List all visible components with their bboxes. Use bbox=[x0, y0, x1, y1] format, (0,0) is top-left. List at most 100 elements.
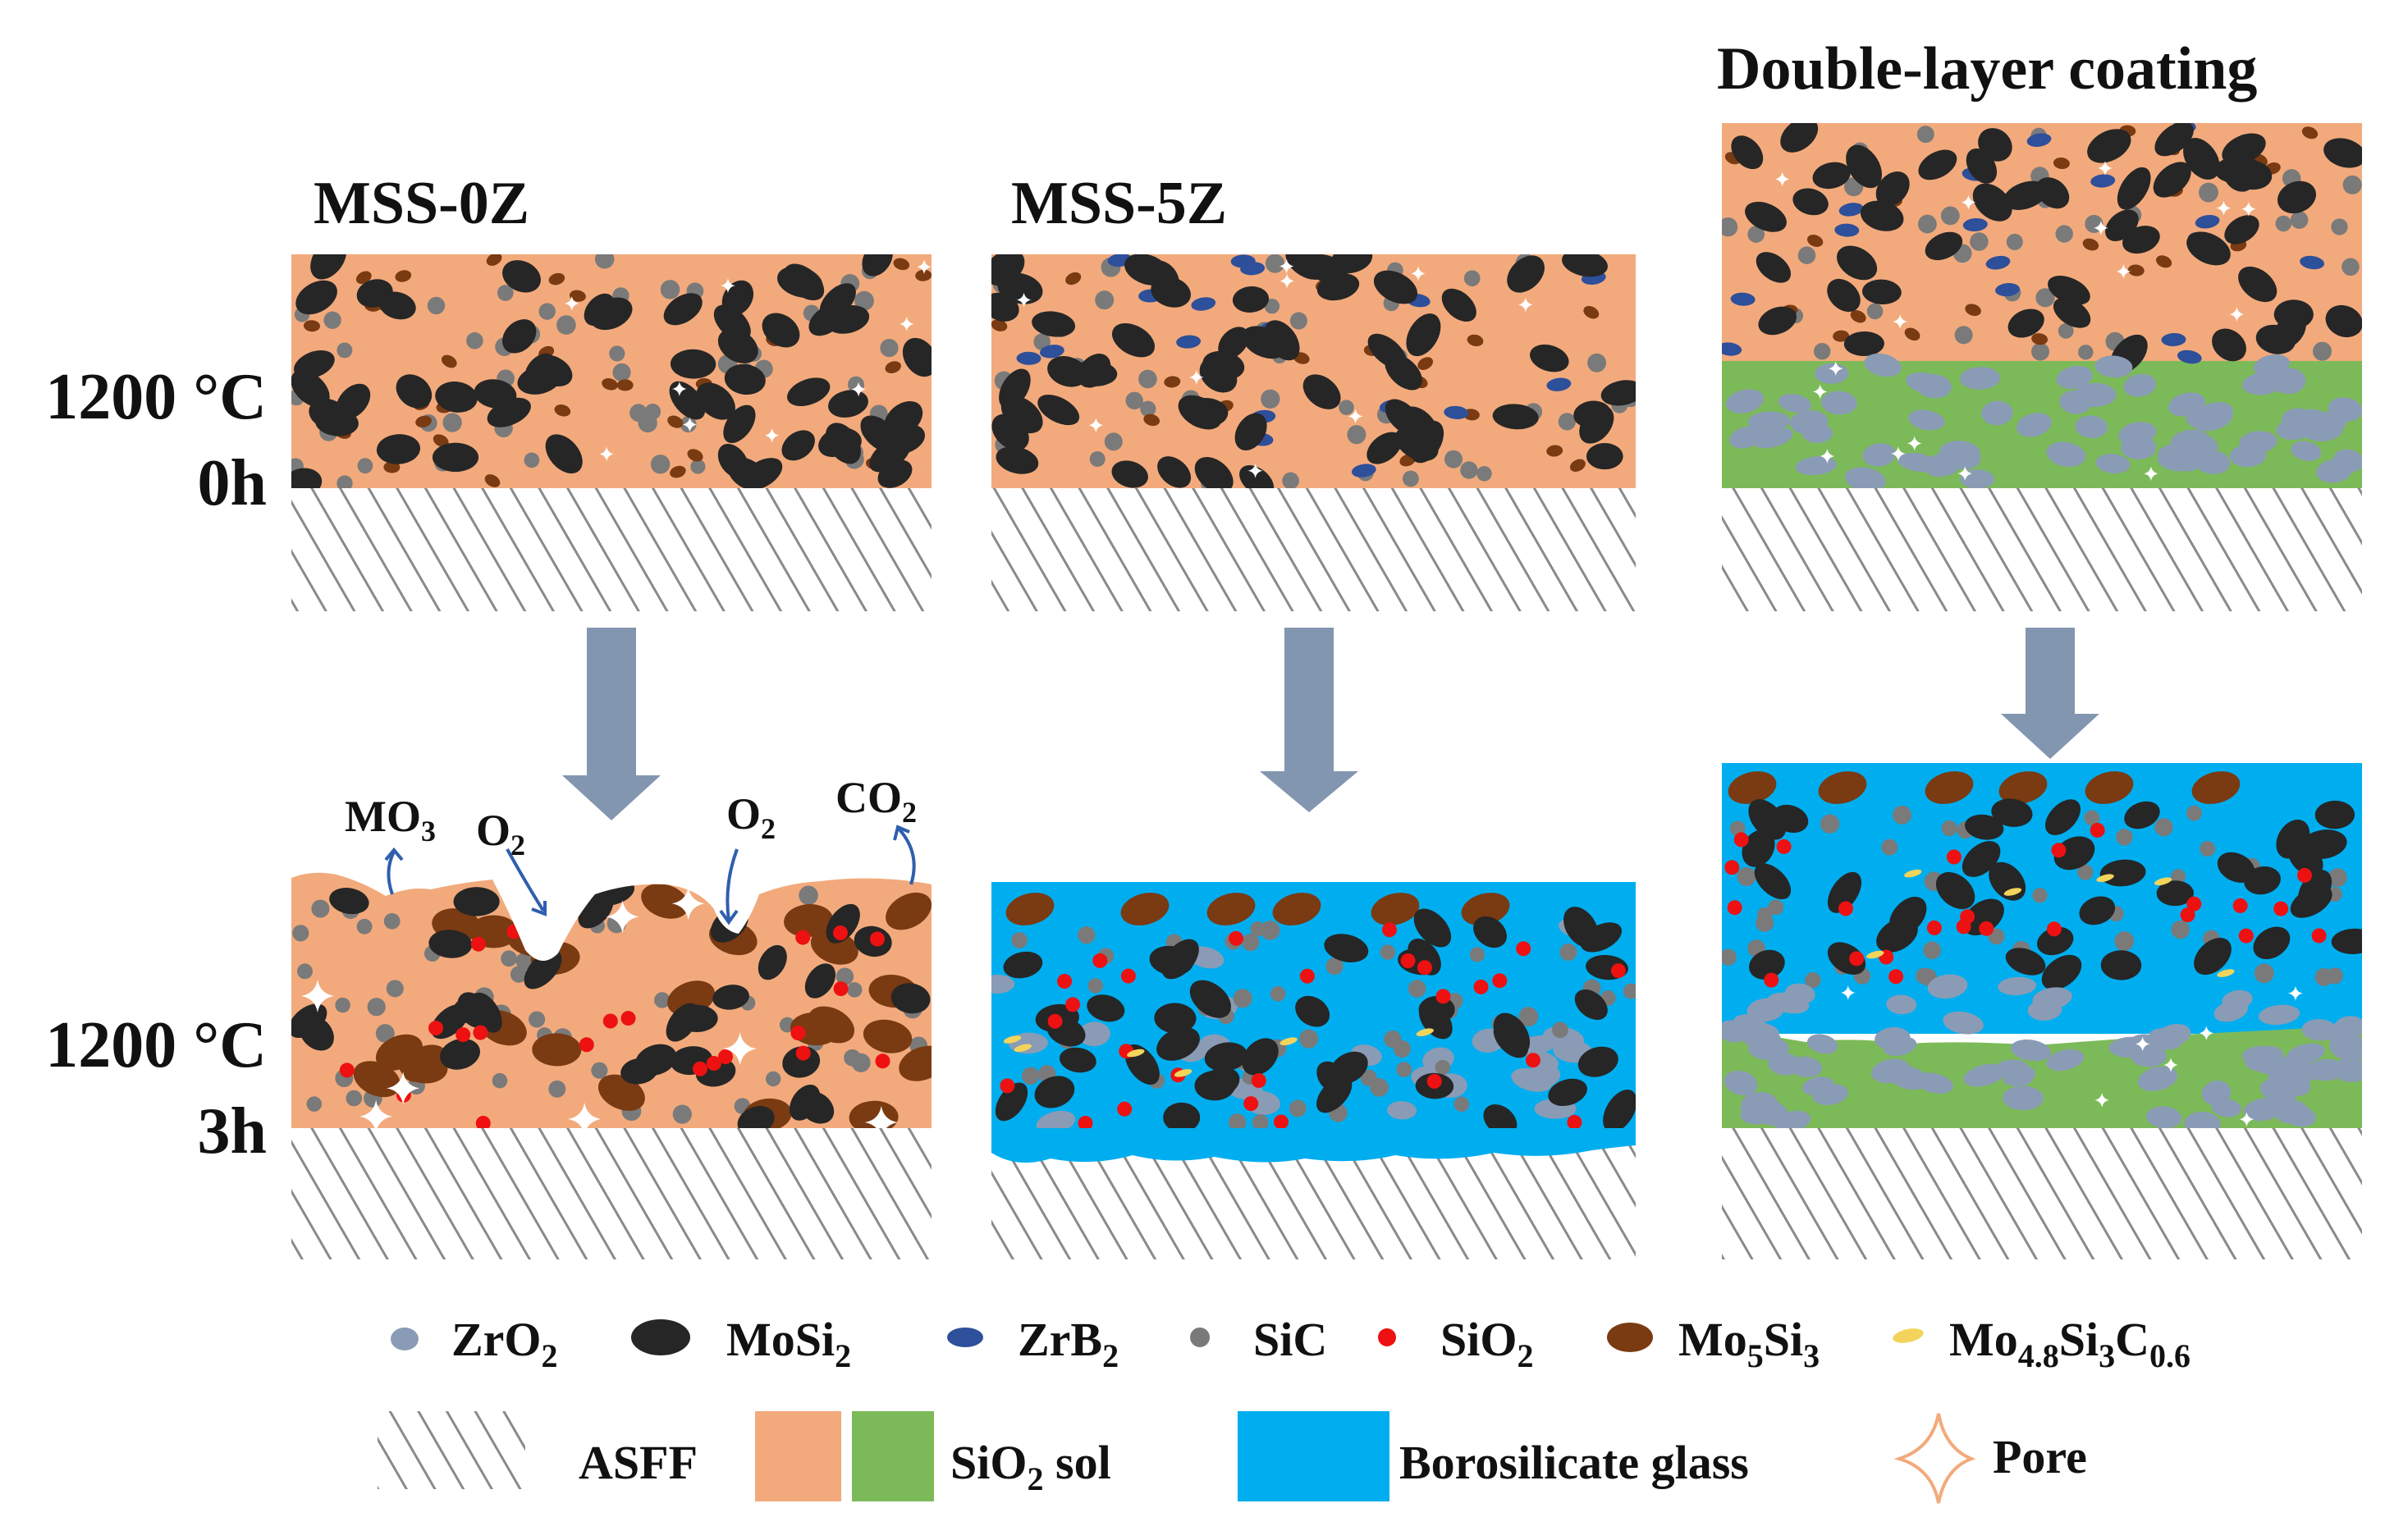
mosi2-particle bbox=[1059, 1047, 1096, 1073]
mosi2-particle bbox=[1749, 949, 1785, 980]
sio2-particle bbox=[1229, 930, 1244, 946]
legend-swatch-sio2-sol bbox=[852, 1411, 934, 1501]
mosi2-particle bbox=[435, 381, 478, 413]
mo5si3-particle bbox=[383, 461, 401, 473]
zro2-particle bbox=[2333, 1057, 2362, 1082]
mo5si3-particle bbox=[355, 271, 372, 285]
legend-swatch-pore bbox=[1893, 1413, 1976, 1504]
row-time-3h: 3h bbox=[198, 1095, 268, 1168]
sio2-particle bbox=[2311, 928, 2327, 944]
sic-particle bbox=[1768, 899, 1784, 916]
zro2-particle bbox=[2300, 417, 2343, 441]
mosi2-particle bbox=[1846, 144, 1883, 189]
pore bbox=[720, 278, 735, 294]
mosi2-particle bbox=[2079, 896, 2116, 925]
mosi2-particle bbox=[1156, 1026, 1200, 1061]
mo5si3-particle bbox=[915, 269, 932, 281]
glass-penetration-mss-5z-3h bbox=[991, 1124, 1636, 1163]
mosi2-particle bbox=[1373, 270, 1418, 304]
sic-particle bbox=[2078, 345, 2094, 360]
sic-particle bbox=[765, 1071, 781, 1087]
zro2-particle bbox=[2186, 434, 2218, 457]
sic-particle bbox=[1435, 1059, 1450, 1076]
sio2-sol-layer-double-3h bbox=[1722, 1024, 2362, 1128]
sic-particle bbox=[2154, 818, 2173, 837]
sic-particle bbox=[1881, 839, 1898, 856]
pore bbox=[1828, 361, 1843, 377]
sic-particle bbox=[591, 1062, 608, 1079]
particles-mss-0z-3h bbox=[291, 878, 932, 1128]
mosi2-particle bbox=[295, 280, 337, 315]
pore bbox=[671, 887, 705, 921]
zro2-particle bbox=[2268, 370, 2303, 395]
sic-particle bbox=[1813, 342, 1831, 360]
mo48si3c06-particle bbox=[1014, 1044, 1032, 1053]
mosi2-particle bbox=[997, 272, 1043, 304]
sic-particle bbox=[1104, 432, 1123, 451]
mo5si3-particle bbox=[1461, 893, 1510, 925]
zro2-particle bbox=[1807, 1034, 1838, 1054]
mo5si3-particle bbox=[304, 320, 320, 332]
sic-particle bbox=[1289, 312, 1307, 330]
sic-particle bbox=[1940, 206, 1960, 226]
mosi2-particle bbox=[1032, 311, 1076, 337]
zrb2-particle bbox=[2195, 214, 2220, 229]
mosi2-particle bbox=[1507, 255, 1545, 293]
sic-particle bbox=[1095, 290, 1115, 310]
zro2-particle bbox=[1740, 1104, 1775, 1125]
mosi2-particle bbox=[1827, 278, 1861, 313]
sic-particle bbox=[1917, 214, 1937, 234]
legend-swatch-coating-orange bbox=[755, 1411, 841, 1501]
sic-particle bbox=[442, 413, 462, 432]
mosi2-particle bbox=[1731, 135, 1764, 170]
zro2-particle bbox=[1845, 467, 1886, 488]
mosi2-particle bbox=[1562, 254, 1608, 277]
mosi2-particle bbox=[1189, 980, 1232, 1018]
mosi2-particle bbox=[1178, 395, 1222, 430]
mosi2-particle bbox=[828, 390, 868, 418]
zrb2-particle bbox=[1722, 342, 1742, 356]
zrb2-particle bbox=[2090, 174, 2116, 188]
zro2-particle bbox=[1916, 374, 1952, 399]
sio2-particle bbox=[1243, 1096, 1259, 1112]
o2-inward-arrow-right bbox=[719, 848, 739, 925]
zro2-particle bbox=[1736, 1022, 1779, 1044]
mosi2-particle bbox=[1758, 306, 1797, 336]
zro2-particle bbox=[1729, 426, 1764, 449]
sic-particle bbox=[292, 925, 309, 942]
mo5si3-particle bbox=[602, 378, 618, 391]
sic-particle bbox=[594, 254, 615, 269]
zro2-particle bbox=[2154, 1023, 2191, 1048]
pore bbox=[2116, 263, 2131, 279]
zro2-particle bbox=[1774, 1110, 1811, 1128]
mo48si3c06-particle bbox=[2096, 874, 2114, 882]
sio2-particle bbox=[2090, 822, 2105, 838]
mo5si3-particle bbox=[1904, 327, 1920, 341]
zro2-particle bbox=[2158, 444, 2191, 468]
mo5si3-particle bbox=[885, 361, 901, 373]
sio2-particle bbox=[579, 1037, 594, 1053]
mosi2-particle bbox=[2253, 926, 2291, 960]
pore bbox=[568, 1102, 602, 1128]
mosi2-particle bbox=[1493, 1021, 1529, 1058]
mo5si3-particle bbox=[808, 1006, 855, 1044]
mosi2-particle bbox=[291, 468, 323, 488]
mosi2-particle bbox=[1771, 804, 1809, 833]
mo5si3-particle bbox=[687, 449, 703, 462]
mosi2-particle bbox=[781, 430, 815, 461]
mo5si3-particle bbox=[569, 290, 586, 302]
mo5si3-particle bbox=[433, 434, 449, 447]
sio2-particle bbox=[1382, 922, 1397, 938]
zrb2-particle bbox=[1351, 464, 1376, 478]
mo5si3-particle bbox=[441, 354, 457, 368]
pore bbox=[1890, 446, 1906, 461]
mosi2-particle bbox=[2273, 299, 2314, 330]
legend-label-mo5si3: Mo5Si3 bbox=[1678, 1313, 1820, 1374]
pore bbox=[359, 1099, 393, 1128]
mo5si3-particle bbox=[2155, 255, 2172, 268]
sic-particle bbox=[1797, 246, 1816, 264]
pore bbox=[599, 446, 615, 462]
mosi2-particle bbox=[635, 1044, 677, 1076]
sic-particle bbox=[1737, 866, 1756, 887]
mosi2-particle bbox=[376, 434, 421, 464]
